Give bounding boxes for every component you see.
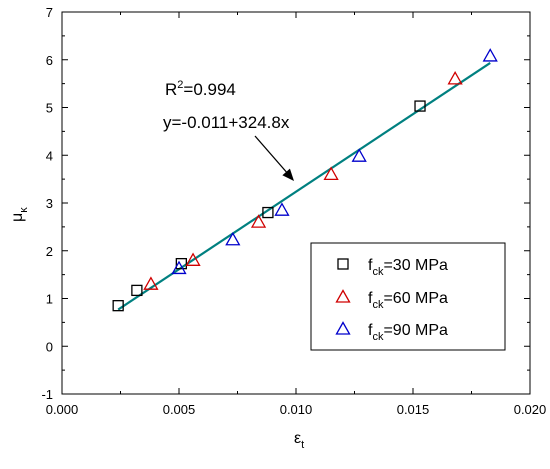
svg-text:εt: εt [294, 430, 304, 451]
annotation: R2=0.994 y=-0.011+324.8x [163, 79, 294, 181]
annotation-arrow [254, 135, 290, 176]
x-axis-title: εt [294, 430, 304, 451]
legend: fck=30 MPa fck=60 MPa fck=90 MPa [310, 242, 506, 351]
y-tick-label: 4 [46, 148, 53, 163]
data-point-series-1 [131, 284, 143, 297]
legend-marker-2 [335, 289, 351, 303]
legend-marker-1 [337, 258, 349, 270]
data-point-series-1 [262, 206, 274, 219]
svg-text:μκ: μκ [9, 207, 30, 222]
data-point-series-1 [112, 300, 124, 312]
data-point-series-2 [143, 276, 159, 290]
y-axis-title: μκ [9, 207, 30, 222]
plot-frame: 0.000 0.005 0.010 0.015 0.020 -1 0 1 2 3 4 5 6 7 [41, 5, 546, 417]
x-tick-label: 0.000 [46, 402, 79, 417]
data-point-series-3 [171, 260, 187, 275]
y-tick-label: 0 [46, 339, 53, 354]
data-point-series-3 [225, 231, 241, 246]
legend-box [310, 242, 506, 351]
data-point-series-2 [447, 71, 463, 85]
data-point-series-2 [185, 252, 201, 266]
legend-label-1: fck=30 MPa [368, 257, 448, 278]
y-tick-label: 6 [46, 53, 53, 68]
y-tick-label: 3 [46, 196, 53, 211]
data-points-layer [112, 48, 498, 312]
data-point-series-1 [175, 257, 187, 270]
r-squared-label: R2=0.994 [165, 79, 236, 99]
y-tick-label: 7 [46, 5, 53, 20]
legend-label-2: fck=60 MPa [368, 290, 448, 311]
legend-marker-3 [335, 321, 351, 335]
y-tick-label: 2 [46, 244, 53, 259]
data-point-series-2 [323, 166, 339, 181]
data-point-series-1 [414, 100, 426, 112]
x-tick-label: 0.020 [514, 402, 547, 417]
arrow-head-icon [282, 168, 294, 181]
data-point-series-3 [351, 148, 367, 162]
x-tick-label: 0.015 [397, 402, 430, 417]
data-point-series-3 [274, 202, 290, 216]
data-point-series-2 [250, 214, 267, 228]
y-tick-label: 1 [46, 292, 53, 307]
x-tick-label: 0.005 [163, 402, 196, 417]
y-tick-label: 5 [46, 101, 53, 116]
regression-equation: y=-0.011+324.8x [163, 113, 290, 132]
y-tick-label: -1 [41, 387, 53, 402]
data-point-series-3 [482, 48, 498, 62]
legend-label-3: fck=90 MPa [368, 322, 448, 343]
x-tick-label: 0.010 [280, 402, 313, 417]
